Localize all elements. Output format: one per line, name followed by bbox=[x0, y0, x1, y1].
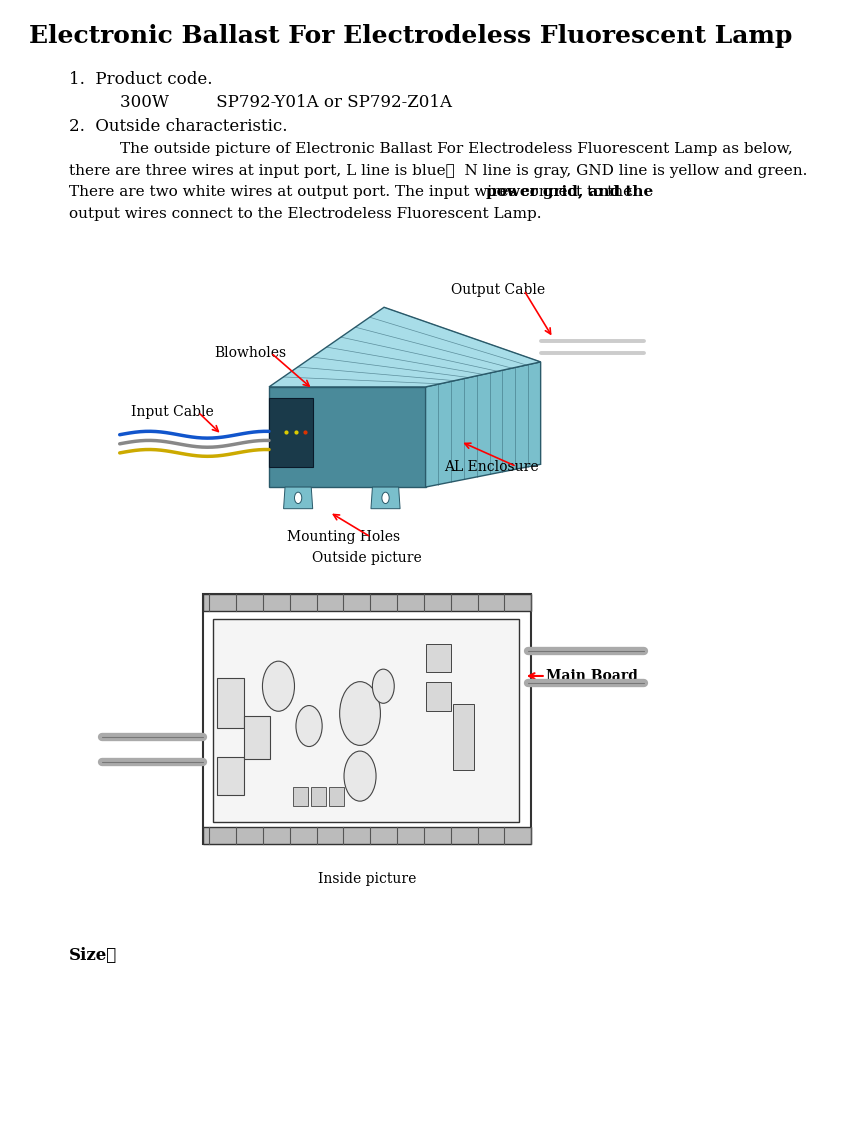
Bar bbox=[329, 787, 344, 806]
Bar bbox=[203, 827, 531, 844]
Text: Mounting Holes: Mounting Holes bbox=[287, 530, 400, 544]
Polygon shape bbox=[371, 487, 400, 509]
Polygon shape bbox=[269, 398, 313, 467]
Bar bbox=[293, 787, 308, 806]
Text: Size：: Size： bbox=[69, 948, 117, 964]
Text: Outside picture: Outside picture bbox=[313, 551, 422, 564]
Bar bbox=[203, 594, 531, 844]
Polygon shape bbox=[269, 387, 426, 487]
Circle shape bbox=[296, 706, 322, 747]
Text: output wires connect to the Electrodeless Fluorescent Lamp.: output wires connect to the Electrodeles… bbox=[69, 207, 541, 221]
Text: power grid, and the: power grid, and the bbox=[486, 185, 653, 199]
Text: 1.  Product code.: 1. Product code. bbox=[69, 72, 213, 88]
Polygon shape bbox=[283, 487, 313, 509]
Text: Main Board: Main Board bbox=[546, 669, 638, 683]
Text: there are three wires at input port, L line is blue，  N line is gray, GND line i: there are three wires at input port, L l… bbox=[69, 164, 807, 178]
Bar bbox=[217, 757, 245, 795]
Bar bbox=[213, 619, 518, 822]
Bar bbox=[426, 682, 451, 710]
Text: The outside picture of Electronic Ballast For Electrodeless Fluorescent Lamp as : The outside picture of Electronic Ballas… bbox=[120, 142, 792, 156]
Text: Blowholes: Blowholes bbox=[214, 346, 287, 360]
Text: There are two white wires at output port. The input wires connect to the: There are two white wires at output port… bbox=[69, 185, 637, 199]
Polygon shape bbox=[426, 362, 541, 487]
Text: 300W         SP792-Y01A or SP792-Z01A: 300W SP792-Y01A or SP792-Z01A bbox=[120, 94, 452, 110]
Circle shape bbox=[382, 492, 389, 504]
Polygon shape bbox=[269, 307, 541, 387]
Circle shape bbox=[263, 661, 295, 711]
Circle shape bbox=[340, 682, 380, 745]
Text: Input Cable: Input Cable bbox=[130, 405, 213, 419]
Text: Output Cable: Output Cable bbox=[451, 283, 545, 297]
Bar bbox=[311, 787, 326, 806]
Bar bbox=[203, 594, 531, 611]
Bar bbox=[217, 678, 245, 728]
Circle shape bbox=[372, 669, 394, 703]
Text: Electronic Ballast For Electrodeless Fluorescent Lamp: Electronic Ballast For Electrodeless Flu… bbox=[29, 24, 792, 49]
Bar bbox=[454, 704, 473, 770]
Bar bbox=[426, 644, 451, 671]
Text: Inside picture: Inside picture bbox=[318, 872, 416, 885]
Circle shape bbox=[344, 751, 376, 801]
Text: AL Enclosure: AL Enclosure bbox=[444, 460, 538, 473]
Text: 2.  Outside characteristic.: 2. Outside characteristic. bbox=[69, 118, 287, 134]
Circle shape bbox=[295, 492, 302, 504]
Bar bbox=[244, 716, 270, 759]
